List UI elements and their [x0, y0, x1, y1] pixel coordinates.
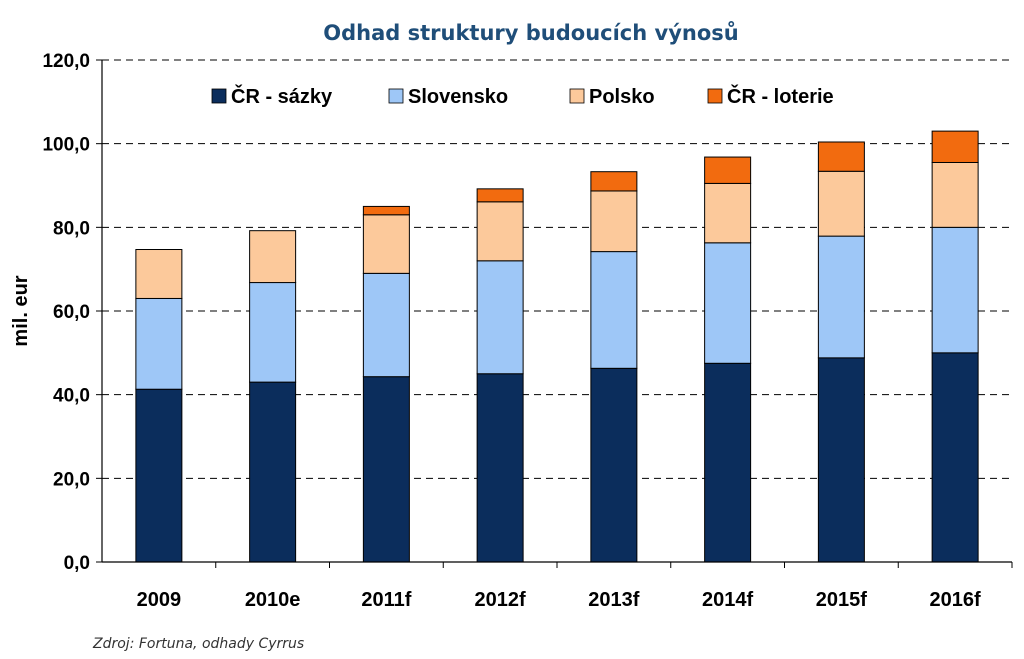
x-tick-label: 2012f — [475, 589, 526, 611]
bar-segment-2016f-3 — [931, 130, 979, 163]
x-tick-label: 2010e — [245, 589, 301, 611]
x-tick-label: 2011f — [361, 589, 411, 611]
y-tick-labels: 0,0 20,0 40,0 60,0 80,0 100,0 120,0 — [42, 51, 90, 574]
chart-title: Odhad struktury budoucích výnosů — [323, 21, 738, 45]
y-tick-label: 80,0 — [53, 218, 90, 239]
legend-label: ČR - loterie — [727, 84, 834, 108]
y-tick-label: 40,0 — [53, 386, 90, 407]
bar-segment-2010e-2 — [249, 230, 297, 284]
bar-segment-2009-2 — [135, 249, 183, 299]
bar-segment-2012f-0 — [476, 373, 524, 563]
y-tick-label: 100,0 — [42, 135, 90, 156]
y-tick-label: 60,0 — [53, 302, 90, 323]
bar-segment-2011f-3 — [362, 205, 410, 216]
bars — [135, 130, 979, 563]
bar-segment-2012f-2 — [476, 201, 524, 262]
bar-segment-2014f-3 — [704, 156, 752, 184]
bar-segment-2010e-0 — [249, 381, 297, 563]
x-tick-label: 2015f — [816, 589, 867, 611]
x-tick-label: 2013f — [588, 589, 639, 611]
y-axis-label: mil. eur — [10, 275, 32, 346]
bar-segment-2010e-1 — [249, 282, 297, 383]
axes — [96, 59, 1013, 568]
bar-segment-2013f-2 — [590, 190, 638, 253]
bar-segment-2011f-0 — [362, 376, 410, 563]
bar-segment-2013f-3 — [590, 171, 638, 192]
y-tick-label: 20,0 — [53, 469, 90, 490]
bar-segment-2011f-1 — [362, 272, 410, 378]
legend-swatch — [569, 88, 585, 104]
bar-segment-2016f-2 — [931, 161, 979, 228]
bar-segment-2014f-1 — [704, 242, 752, 364]
x-tick-labels: 2009 2010e 2011f 2012f 2013f 2014f 2015f 2016f — [137, 589, 981, 611]
bar-segment-2009-1 — [135, 297, 183, 390]
bar-segment-2013f-0 — [590, 367, 638, 563]
source-note: Zdroj: Fortuna, odhady Cyrrus — [92, 636, 304, 652]
y-tick-label: 0,0 — [64, 553, 90, 574]
bar-segment-2016f-1 — [931, 226, 979, 354]
x-tick-label: 2009 — [137, 589, 182, 611]
bar-segment-2013f-1 — [590, 251, 638, 369]
bar-segment-2011f-2 — [362, 214, 410, 274]
gridlines — [102, 59, 1012, 479]
x-tick-label: 2016f — [930, 589, 981, 611]
legend-label: ČR - sázky — [231, 84, 333, 108]
bar-segment-2016f-0 — [931, 352, 979, 563]
x-tick-label: 2014f — [702, 589, 753, 611]
bar-segment-2012f-1 — [476, 260, 524, 375]
legend: ČR - sázky Slovensko Polsko ČR - loterie — [211, 84, 834, 108]
bar-segment-2009-0 — [135, 388, 183, 563]
legend-label: Slovensko — [408, 86, 508, 108]
bar-segment-2012f-3 — [476, 188, 524, 203]
bar-segment-2015f-0 — [817, 357, 865, 563]
bar-segment-2015f-3 — [817, 141, 865, 172]
bar-segment-2015f-1 — [817, 235, 865, 359]
legend-swatch — [707, 88, 723, 104]
legend-swatch — [388, 88, 404, 104]
bar-segment-2015f-2 — [817, 170, 865, 237]
bar-segment-2014f-0 — [704, 362, 752, 563]
y-tick-label: 120,0 — [42, 51, 90, 72]
legend-label: Polsko — [589, 86, 655, 108]
bar-segment-2014f-2 — [704, 182, 752, 244]
legend-swatch — [211, 88, 227, 104]
